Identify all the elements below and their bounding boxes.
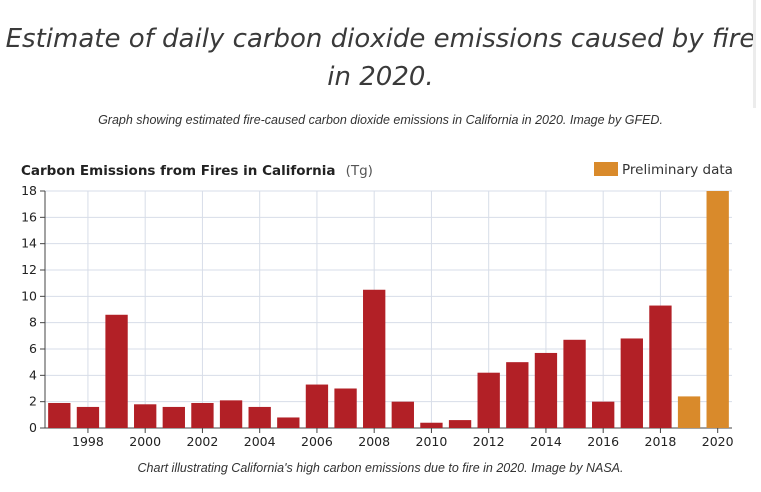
bar-2002	[191, 402, 214, 428]
legend-swatch-preliminary	[594, 162, 618, 176]
bar-2001	[162, 406, 185, 428]
x-tick-label: 2002	[187, 434, 219, 449]
bar-2012	[477, 372, 500, 428]
emissions-chart: Carbon Emissions from Fires in Californi…	[21, 160, 734, 449]
y-tick-label: 8	[29, 315, 37, 330]
x-tick-label: 1998	[72, 434, 104, 449]
x-tick-label: 2014	[530, 434, 562, 449]
y-tick-label: 10	[21, 288, 37, 303]
x-tick-label: 2016	[587, 434, 619, 449]
y-tick-label: 14	[21, 236, 37, 251]
y-tick-label: 16	[21, 209, 37, 224]
bar-2008	[363, 289, 386, 428]
bar-2019	[677, 396, 701, 428]
bar-2007	[334, 388, 357, 428]
chart-title-main: Carbon Emissions from Fires in Californi…	[21, 163, 336, 179]
x-tick-label: 2012	[473, 434, 505, 449]
x-tick-label: 2018	[645, 434, 677, 449]
bar-2016	[592, 401, 615, 428]
bar-1997	[48, 402, 71, 428]
y-tick-label: 12	[21, 262, 37, 277]
y-tick-label: 6	[29, 341, 37, 356]
bar-2018	[649, 305, 672, 428]
bar-2003	[219, 400, 243, 428]
x-tick-label: 2008	[358, 434, 390, 449]
bar-2000	[134, 404, 157, 428]
page-title: Estimate of daily carbon dioxide emissio…	[5, 24, 756, 92]
bar-2005	[277, 417, 300, 428]
bar-2020	[706, 191, 729, 428]
bar-1998	[76, 406, 100, 428]
bar-2011	[448, 420, 472, 428]
chart-title: Carbon Emissions from Fires in Californi…	[21, 160, 373, 179]
chart-title-unit: (Tg)	[346, 163, 373, 179]
bar-2004	[248, 406, 271, 428]
y-tick-label: 2	[29, 394, 37, 409]
bar-1999	[105, 314, 128, 428]
y-tick-label: 0	[29, 420, 37, 435]
bar-2010	[420, 422, 443, 428]
bar-2017	[620, 338, 643, 428]
bar-2009	[391, 401, 414, 428]
x-tick-label: 2010	[416, 434, 448, 449]
legend-label-preliminary: Preliminary data	[622, 162, 733, 178]
x-tick-label: 2000	[129, 434, 161, 449]
y-tick-label: 18	[21, 183, 37, 198]
x-tick-label: 2004	[244, 434, 276, 449]
top-caption: Graph showing estimated fire-caused carb…	[98, 113, 663, 127]
bottom-caption: Chart illustrating California's high car…	[137, 461, 624, 475]
bar-2006	[305, 384, 329, 428]
bar-layer	[48, 191, 729, 428]
x-tick-label: 2020	[702, 434, 734, 449]
bar-2014	[534, 352, 558, 428]
y-tick-label: 4	[29, 367, 37, 382]
axis-layer: 0 2 4 6 8 10 12 14 16 18 1998 2000 2002 2004 2006 2008 2…	[21, 183, 734, 449]
bar-2013	[506, 362, 529, 428]
bar-2015	[563, 339, 586, 428]
x-tick-label: 2006	[301, 434, 333, 449]
scrollbar[interactable]	[753, 0, 756, 108]
